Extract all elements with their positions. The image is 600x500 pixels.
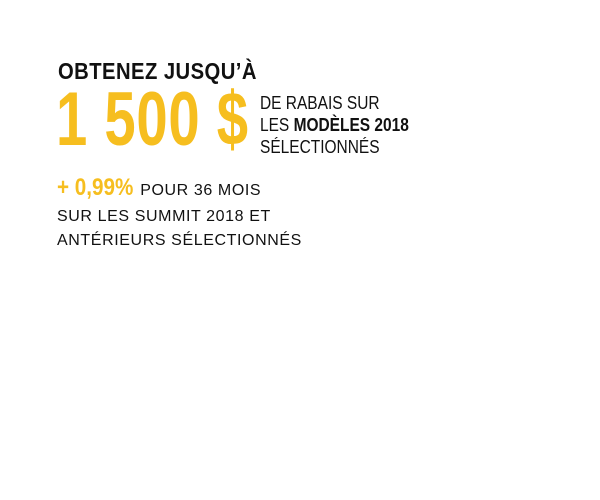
rebate-line-2: LES MODÈLES 2018 bbox=[260, 114, 409, 136]
rebate-description: DE RABAIS SUR LES MODÈLES 2018 SÉLECTION… bbox=[260, 92, 409, 158]
headline: OBTENEZ JUSQU’À bbox=[58, 58, 257, 84]
rebate-line-3: SÉLECTIONNÉS bbox=[260, 137, 380, 157]
financing-term: POUR 36 MOIS bbox=[140, 182, 262, 199]
financing-line-3: ANTÉRIEURS SÉLECTIONNÉS bbox=[57, 232, 302, 249]
rebate-amount: 1 500 $ bbox=[56, 77, 249, 162]
rebate-line-2-prefix: LES bbox=[260, 115, 294, 135]
rebate-models-highlight: MODÈLES 2018 bbox=[293, 115, 409, 135]
financing-offer: + 0,99% POUR 36 MOIS bbox=[57, 174, 261, 202]
financing-details: SUR LES SUMMIT 2018 ET ANTÉRIEURS SÉLECT… bbox=[57, 205, 302, 253]
financing-rate: + 0,99% bbox=[57, 174, 134, 201]
rebate-line-1: DE RABAIS SUR bbox=[260, 93, 380, 113]
financing-line-2: SUR LES SUMMIT 2018 ET bbox=[57, 208, 271, 225]
